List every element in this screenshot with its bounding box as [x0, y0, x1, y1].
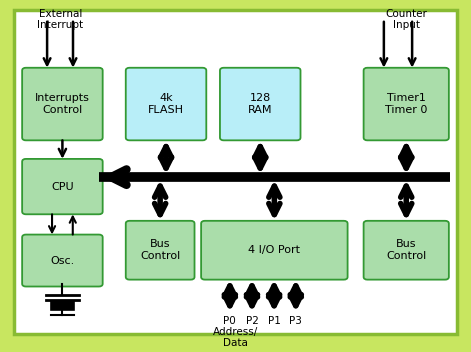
Text: P1: P1 [268, 316, 281, 326]
Text: CPU: CPU [51, 182, 74, 191]
Text: Interrupts
Control: Interrupts Control [35, 93, 90, 115]
FancyBboxPatch shape [364, 221, 449, 279]
FancyBboxPatch shape [126, 221, 195, 279]
Text: Bus
Control: Bus Control [140, 239, 180, 262]
FancyBboxPatch shape [126, 68, 206, 140]
FancyBboxPatch shape [22, 68, 103, 140]
FancyBboxPatch shape [22, 159, 103, 214]
Text: 4 I/O Port: 4 I/O Port [248, 245, 300, 255]
Text: 128
RAM: 128 RAM [248, 93, 273, 115]
Text: Address/
Data: Address/ Data [213, 327, 258, 348]
Text: Osc.: Osc. [50, 256, 74, 265]
Text: Bus
Control: Bus Control [386, 239, 426, 262]
Text: External
Interrupt: External Interrupt [37, 8, 83, 30]
FancyBboxPatch shape [14, 10, 457, 334]
FancyBboxPatch shape [220, 68, 300, 140]
Text: P3: P3 [289, 316, 302, 326]
Text: Timer1
Timer 0: Timer1 Timer 0 [385, 93, 427, 115]
FancyBboxPatch shape [201, 221, 348, 279]
Text: P2: P2 [245, 316, 259, 326]
FancyBboxPatch shape [364, 68, 449, 140]
Bar [51, 301, 74, 309]
Text: P0: P0 [223, 316, 236, 326]
Text: Counter
Input: Counter Input [385, 8, 427, 30]
FancyBboxPatch shape [22, 234, 103, 287]
Text: 4k
FLASH: 4k FLASH [148, 93, 184, 115]
